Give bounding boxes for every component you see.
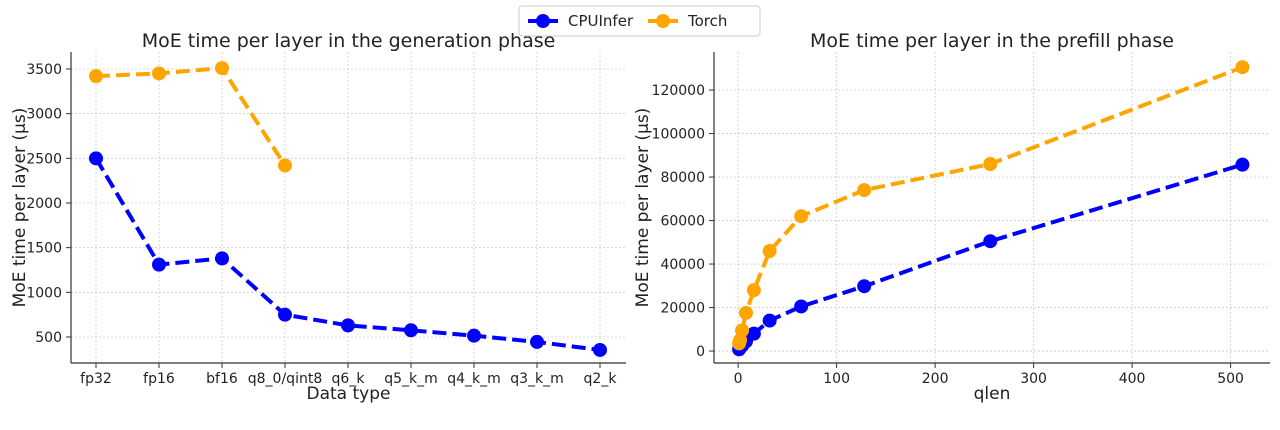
y-tick-label: 3000 <box>26 107 62 123</box>
x-axis-label: qlen <box>974 384 1011 404</box>
data-point-CPUInfer <box>593 342 607 357</box>
chart-title: MoE time per layer in the prefill phase <box>810 30 1174 52</box>
y-tick-label: 120000 <box>652 83 705 99</box>
x-tick-label: 200 <box>922 371 949 387</box>
legend-label: Torch <box>687 12 727 30</box>
legend-marker <box>656 14 670 28</box>
data-point-Torch <box>735 323 750 338</box>
legend-marker <box>536 14 550 28</box>
y-tick-label: 2000 <box>26 196 62 212</box>
data-point-CPUInfer <box>278 307 292 322</box>
series-line-CPUInfer <box>737 162 1244 351</box>
y-tick-label: 60000 <box>660 214 705 230</box>
data-point-CPUInfer <box>152 257 166 272</box>
x-tick-label: q6_k <box>332 371 366 387</box>
data-point-CPUInfer <box>341 318 355 333</box>
data-point-Torch <box>215 61 229 76</box>
data-point-CPUInfer <box>404 323 418 338</box>
x-tick-label: 300 <box>1020 371 1047 387</box>
data-point-Torch <box>794 209 809 224</box>
data-point-CPUInfer <box>215 251 229 266</box>
y-axis-label: MoE time per layer (µs) <box>10 108 30 308</box>
x-tick-label: fp16 <box>143 371 175 387</box>
data-point-Torch <box>1235 60 1250 75</box>
y-tick-label: 1000 <box>26 285 62 301</box>
data-point-Torch <box>746 283 761 298</box>
data-point-CPUInfer <box>746 326 761 341</box>
y-tick-label: 0 <box>696 344 705 360</box>
x-tick-label: 400 <box>1119 371 1146 387</box>
y-tick-label: 3500 <box>26 62 62 78</box>
data-point-Torch <box>152 66 166 81</box>
x-tick-label: fp32 <box>80 371 112 387</box>
x-tick-label: 0 <box>734 371 743 387</box>
y-tick-label: 100000 <box>652 127 705 143</box>
data-point-CPUInfer <box>467 328 481 343</box>
y-tick-label: 1500 <box>26 241 62 257</box>
legend-box <box>518 5 761 37</box>
data-point-Torch <box>983 157 998 172</box>
series-line-CPUInfer <box>94 157 601 352</box>
data-point-Torch <box>278 158 292 173</box>
data-point-CPUInfer <box>857 279 872 294</box>
data-point-Torch <box>762 243 777 258</box>
chart-1: fp32 fp16 bf16 q8_0/qint8 q6_k q5_k_m q4_k_m q3… <box>10 30 626 404</box>
data-point-CPUInfer <box>983 234 998 249</box>
data-point-CPUInfer <box>89 151 103 166</box>
data-point-Torch <box>89 69 103 84</box>
legend: CPUInfer Torch <box>518 5 761 37</box>
series-line-Torch <box>95 65 287 167</box>
chart-2: 0 100 200 300 400 500 0 20000 40000 60000 80000 100… <box>633 30 1270 404</box>
x-tick-label: 500 <box>1217 371 1244 387</box>
data-point-CPUInfer <box>530 334 544 349</box>
data-point-CPUInfer <box>1235 157 1250 172</box>
y-tick-label: 500 <box>35 330 62 346</box>
x-tick-label: q8_0/qint8 <box>248 371 322 387</box>
y-tick-label: 2500 <box>26 151 62 167</box>
data-point-CPUInfer <box>762 313 777 328</box>
y-tick-label: 80000 <box>660 170 705 186</box>
x-tick-label: q2_k <box>584 371 618 387</box>
y-tick-label: 20000 <box>660 301 705 317</box>
x-tick-label: 100 <box>823 371 850 387</box>
x-tick-label: q4_k_m <box>447 371 501 387</box>
x-axis-label: Data type <box>307 384 391 404</box>
chart-title: MoE time per layer in the generation pha… <box>142 30 556 52</box>
y-axis-label: MoE time per layer (µs) <box>633 108 653 308</box>
x-tick-label: bf16 <box>206 371 238 387</box>
data-point-Torch <box>739 305 754 320</box>
y-tick-label: 40000 <box>660 257 705 273</box>
data-point-CPUInfer <box>794 299 809 314</box>
x-tick-label: q3_k_m <box>510 371 564 387</box>
x-tick-label: q5_k_m <box>384 371 438 387</box>
data-point-Torch <box>857 183 872 198</box>
legend-label: CPUInfer <box>568 12 634 30</box>
